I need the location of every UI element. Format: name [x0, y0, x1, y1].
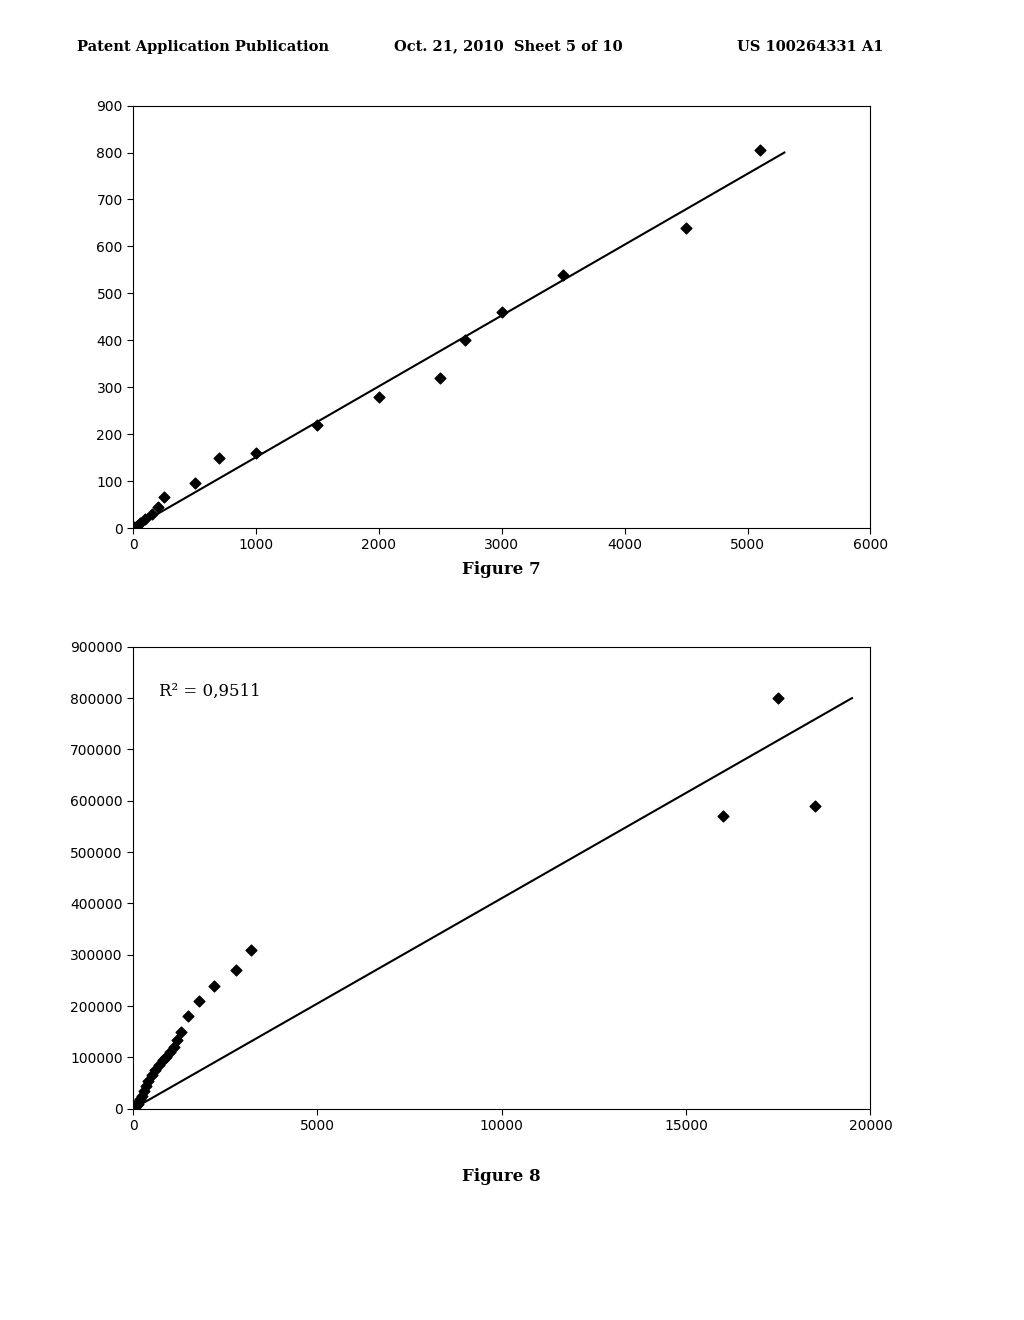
Text: R² = 0,9511: R² = 0,9511	[159, 682, 261, 700]
Point	[180, 1006, 197, 1027]
Point	[127, 1097, 143, 1118]
Point	[134, 1085, 151, 1106]
Point	[494, 301, 510, 322]
Point	[248, 442, 264, 463]
Text: Oct. 21, 2010  Sheet 5 of 10: Oct. 21, 2010 Sheet 5 of 10	[394, 40, 623, 54]
Point	[211, 447, 227, 469]
Point	[169, 1030, 185, 1051]
Point	[126, 516, 142, 537]
Point	[715, 805, 731, 826]
Point	[137, 508, 154, 529]
Point	[162, 1041, 178, 1063]
Point	[130, 1090, 146, 1111]
Point	[128, 1096, 144, 1117]
Point	[136, 1080, 153, 1101]
Point	[555, 264, 571, 285]
Point	[191, 990, 208, 1011]
Point	[678, 216, 694, 238]
Point	[166, 1036, 182, 1057]
Point	[432, 367, 449, 388]
Point	[143, 503, 160, 524]
Point	[156, 487, 172, 508]
Point	[155, 1049, 171, 1071]
Point	[132, 1088, 148, 1109]
Text: Figure 7: Figure 7	[463, 561, 541, 578]
Point	[173, 1022, 189, 1043]
Point	[151, 1055, 167, 1076]
Point	[139, 1071, 156, 1092]
Text: US 100264331 A1: US 100264331 A1	[737, 40, 884, 54]
Point	[186, 473, 203, 494]
Point	[457, 330, 473, 351]
Point	[138, 1074, 155, 1096]
Point	[129, 515, 145, 536]
Point	[129, 1093, 145, 1114]
Point	[243, 939, 259, 960]
Text: Figure 8: Figure 8	[463, 1168, 541, 1185]
Point	[228, 960, 245, 981]
Point	[206, 975, 222, 997]
Point	[132, 512, 148, 533]
Point	[807, 796, 823, 817]
Point	[147, 1060, 164, 1081]
Point	[752, 140, 768, 161]
Point	[770, 688, 786, 709]
Point	[150, 496, 166, 517]
Text: Patent Application Publication: Patent Application Publication	[77, 40, 329, 54]
Point	[158, 1047, 174, 1068]
Point	[143, 1065, 160, 1086]
Point	[371, 385, 387, 407]
Point	[309, 414, 326, 436]
